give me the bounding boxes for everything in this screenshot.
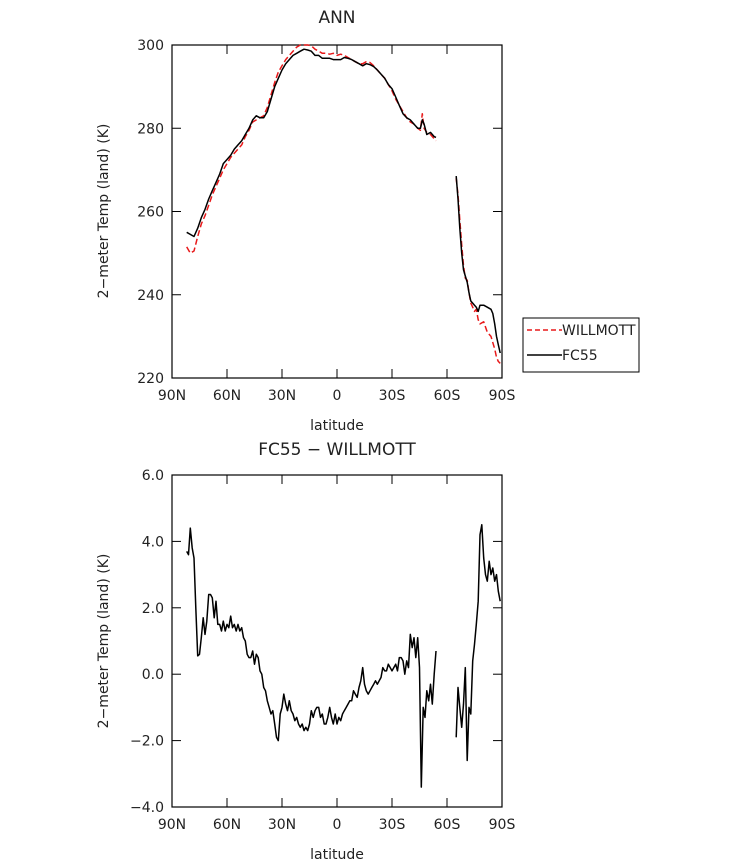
x-tick-label: 30S (379, 388, 406, 404)
temperature-panel: ANN 90N 60N 30N 0 30S 60S 90S 220 240 260 280 300 l… (96, 8, 515, 434)
x-tick-label: 30S (379, 817, 406, 833)
difference-line (186, 527, 437, 788)
x-axis-label: latitude (310, 847, 364, 863)
x-tick-label: 30N (268, 817, 296, 833)
x-tick-label: 0 (333, 817, 342, 833)
y-tick-label: 220 (137, 371, 164, 387)
y-tick-label: 280 (137, 121, 164, 137)
y-tick-label: −2.0 (130, 734, 164, 750)
y-axis-label: 2−meter Temp (land) (K) (96, 124, 112, 299)
x-tick-label: 30N (268, 388, 296, 404)
axis-ticks: 90N 60N 30N 0 30S 60S 90S 220 240 260 280 300 (137, 38, 515, 404)
fc55-line (455, 176, 501, 354)
legend: WILLMOTT FC55 (522, 317, 640, 373)
x-tick-label: 90N (158, 817, 186, 833)
x-tick-label: 90S (489, 388, 516, 404)
willmott-line (186, 44, 437, 254)
series-layer (186, 44, 501, 364)
x-tick-label: 60S (434, 817, 461, 833)
y-tick-label: 2.0 (142, 601, 164, 617)
x-tick-label: 60N (213, 388, 241, 404)
y-tick-label: 6.0 (142, 468, 164, 484)
fc55-line (186, 48, 437, 238)
series-layer (186, 524, 501, 788)
difference-panel: FC55 − WILLMOTT 90N 60N 30N 0 30S 60S 90S −4.0 −… (96, 440, 515, 863)
x-tick-label: 90S (489, 817, 516, 833)
x-tick-label: 60S (434, 388, 461, 404)
legend-label-fc55: FC55 (562, 348, 598, 364)
axis-ticks: 90N 60N 30N 0 30S 60S 90S −4.0 −2.0 0.0 2.0 4.0 6.0 (130, 468, 515, 833)
y-tick-label: 0.0 (142, 667, 164, 683)
plot-frame (171, 474, 503, 808)
y-tick-label: 300 (137, 38, 164, 54)
panel-title: FC55 − WILLMOTT (258, 440, 416, 460)
legend-label-willmott: WILLMOTT (562, 323, 636, 339)
plot-frame (171, 44, 503, 379)
difference-line (455, 524, 501, 762)
legend-box (522, 317, 640, 373)
y-tick-label: 260 (137, 205, 164, 221)
x-tick-label: 90N (158, 388, 186, 404)
x-axis-label: latitude (310, 418, 364, 434)
y-axis-label: 2−meter Temp (land) (K) (96, 554, 112, 729)
y-tick-label: 240 (137, 288, 164, 304)
panel-title: ANN (318, 8, 355, 28)
y-tick-label: 4.0 (142, 534, 164, 550)
x-tick-label: 60N (213, 817, 241, 833)
willmott-line (455, 178, 501, 364)
x-tick-label: 0 (333, 388, 342, 404)
y-tick-label: −4.0 (130, 800, 164, 816)
